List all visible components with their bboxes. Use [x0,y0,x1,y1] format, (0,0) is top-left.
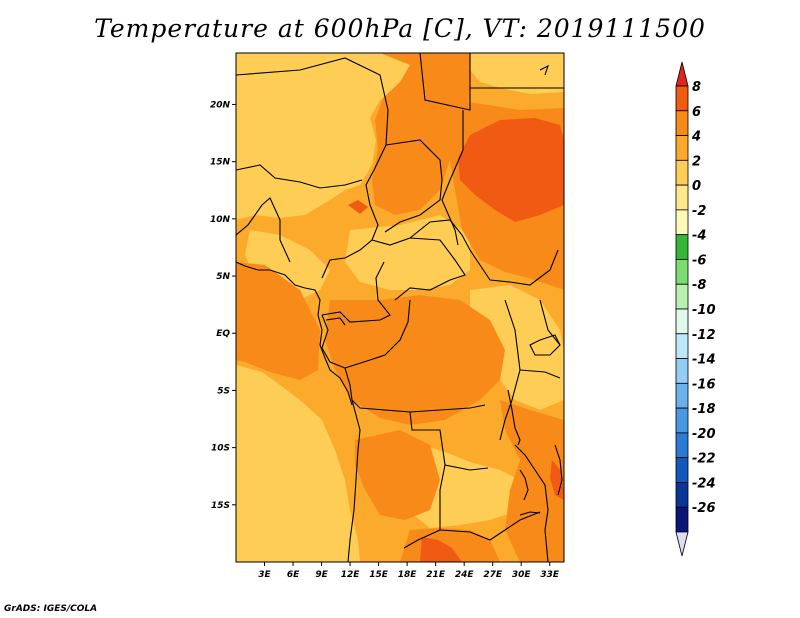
warm-region-coast [236,262,320,380]
cooler-region-southwest [236,365,360,562]
colorbar-band [675,482,689,508]
chart-title: Temperature at 600hPa [C], VT: 201911150… [94,14,706,43]
warm-region-congo [325,295,505,425]
cooler-region-northeast [470,53,564,94]
hot-region-spot [348,200,368,214]
hot-region-south [420,537,462,562]
colorbar-label: -4 [692,229,706,244]
colorbar-band [675,358,689,384]
lon-label: 18E [398,570,418,580]
colorbar-lower-arrow [675,531,689,557]
lon-label: 15E [369,570,389,580]
colorbar-label: 6 [692,105,701,120]
colorbar-band [675,209,689,236]
colorbar-band [675,159,689,186]
colorbar-labels: 8 6 4 2 0 -2 -4 -6 -8 -10 -12 -14 -16 -18 -20 -22 -24 -26 [691,80,716,516]
lon-label: 24E [455,570,475,580]
hot-region-sudan [458,118,564,222]
lat-label: 15S [211,501,230,511]
colorbar-label: 0 [692,179,701,194]
lat-label: 5N [216,272,230,282]
colorbar-label: -14 [692,353,716,368]
colorbar-band [675,333,689,359]
colorbar-label: 8 [692,80,701,95]
map-axes: 20N 15N 10N 5N EQ 5S 10S 15S 3E 6E 9E 12E 15E 18E 21E 2… [210,100,560,580]
colorbar-band [675,283,689,310]
lat-label: 10N [210,215,231,225]
colorbar-label: -2 [692,204,706,219]
colorbar-label: -6 [692,253,706,268]
lon-label: 27E [483,570,503,580]
colorbar-band [675,457,689,483]
warm-region-southeast [500,400,564,562]
lon-label: 33E [540,570,560,580]
colorbar-band [675,110,689,136]
credit-text: GrADS: IGES/COLA [4,604,98,614]
lat-label: 5S [217,386,230,396]
lon-label: 6E [287,570,300,580]
colorbar-band [675,308,689,335]
colorbar-band [675,135,689,161]
colorbar-label: -22 [692,452,716,467]
hot-region-lake [550,460,564,500]
lat-label: 20N [210,100,231,110]
cooler-region-central [345,215,470,290]
colorbar-upper-arrow [675,61,689,87]
lon-label: 12E [341,570,361,580]
colorbar-band [675,432,689,459]
coastline [236,64,563,516]
map-frame [235,52,565,563]
map-plot-area [236,53,564,562]
lat-label: 10S [211,444,230,454]
warm-region-angola [355,430,440,520]
colorbar-band [675,234,689,260]
colorbar-bands [675,61,689,557]
colorbar-label: -20 [692,427,716,442]
colorbar-band [675,506,689,533]
lat-label: 15N [210,158,231,168]
cooler-region-north [236,53,420,220]
colorbar-label: -24 [692,476,716,491]
colorbar-band [675,259,689,285]
colorbar-label: 4 [691,130,701,145]
warm-region-chad [372,53,470,215]
colorbar-label: -18 [692,402,716,417]
colorbar-band [675,382,689,409]
colorbar-label: -10 [692,303,716,318]
country-borders [236,53,564,562]
colorbar-band [675,85,689,112]
lon-label: 9E [315,570,328,580]
lon-label: 30E [512,570,532,580]
colorbar-band [675,407,689,434]
colorbar-label: -26 [692,501,716,516]
colorbar-label: -12 [692,328,716,343]
lon-label: 21E [426,570,446,580]
colorbar-label: -16 [692,377,716,392]
lon-label: 3E [258,570,271,580]
lat-label: EQ [216,329,230,339]
colorbar-label: 2 [692,154,701,169]
colorbar-band [675,184,689,211]
colorbar-label: -8 [692,278,706,293]
